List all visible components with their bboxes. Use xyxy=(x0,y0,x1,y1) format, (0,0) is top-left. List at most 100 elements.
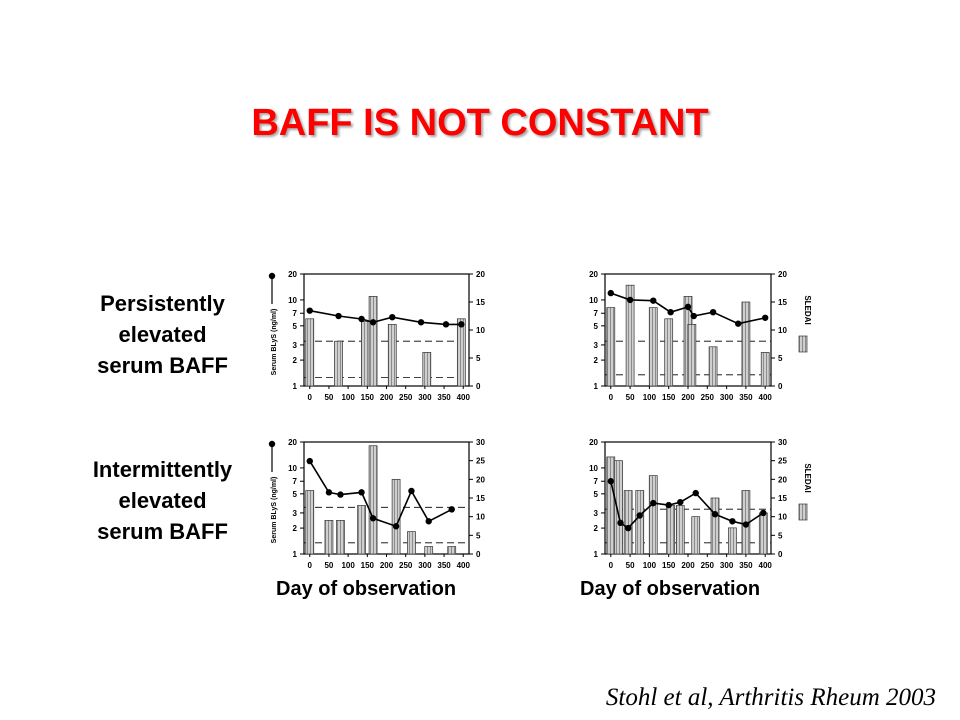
data-point xyxy=(709,308,717,316)
right-tick-label: 5 xyxy=(476,531,481,540)
left-tick-label: 20 xyxy=(589,270,598,279)
legend-dot xyxy=(268,440,276,448)
x-tick-label: 350 xyxy=(739,393,753,402)
chart-bar xyxy=(741,301,751,387)
left-tick-label: 3 xyxy=(594,341,599,350)
left-tick-label: 1 xyxy=(594,550,599,559)
plot-frame xyxy=(303,273,470,387)
chart-bar xyxy=(361,321,370,387)
right-tick-label: 5 xyxy=(778,531,783,540)
data-point xyxy=(369,319,377,326)
x-tick-label: 150 xyxy=(662,561,676,570)
right-tick-label: 30 xyxy=(476,438,485,447)
chart-bar xyxy=(391,478,401,555)
right-tick-label: 0 xyxy=(778,382,783,391)
left-tick-label: 2 xyxy=(594,524,599,533)
data-point xyxy=(442,321,450,328)
x-tick-label: 350 xyxy=(437,561,451,570)
x-tick-label: 100 xyxy=(341,393,355,402)
left-tick-label: 20 xyxy=(288,270,297,279)
data-point xyxy=(684,303,692,311)
data-point xyxy=(762,314,769,321)
x-tick-label: 50 xyxy=(626,561,635,570)
chart-bar xyxy=(687,324,697,387)
chart-bar xyxy=(387,324,397,387)
left-tick-label: 10 xyxy=(288,464,297,473)
chart-bar xyxy=(357,505,366,555)
x-tick-label: 50 xyxy=(324,393,333,402)
data-point xyxy=(408,487,415,495)
left-tick-label: 20 xyxy=(589,438,598,447)
left-tick-label: 2 xyxy=(293,524,298,533)
data-point xyxy=(417,319,425,326)
chart-bar xyxy=(324,520,334,555)
left-tick-label: 20 xyxy=(288,438,297,447)
chart-bar xyxy=(728,527,737,555)
data-point xyxy=(358,315,365,323)
x-tick-label: 350 xyxy=(437,393,451,402)
row-label-intermittent: Intermittently elevated serum BAFF xyxy=(70,454,255,547)
x-tick-label: 50 xyxy=(626,393,635,402)
x-tick-label: 150 xyxy=(361,561,375,570)
right-tick-label: 20 xyxy=(476,475,485,484)
left-tick-label: 2 xyxy=(293,356,298,365)
right-tick-label: 0 xyxy=(476,382,481,391)
x-tick-label: 100 xyxy=(643,393,657,402)
data-point xyxy=(734,320,742,327)
row-label-line: serum BAFF xyxy=(97,353,228,378)
data-point xyxy=(692,489,699,497)
left-tick-label: 5 xyxy=(594,490,599,499)
right-tick-label: 30 xyxy=(778,438,787,447)
data-point xyxy=(358,489,365,496)
data-point xyxy=(742,521,750,528)
x-tick-label: 300 xyxy=(418,561,432,570)
right-tick-label: 15 xyxy=(476,298,485,307)
left-tick-label: 1 xyxy=(293,550,298,559)
x-tick-label: 50 xyxy=(324,561,333,570)
data-point xyxy=(650,297,657,304)
right-tick-label: 15 xyxy=(476,494,485,503)
chart-bar xyxy=(708,346,718,387)
left-tick-label: 5 xyxy=(293,322,298,331)
x-tick-label: 200 xyxy=(380,561,394,570)
x-tick-label: 400 xyxy=(457,561,471,570)
data-point xyxy=(665,501,672,509)
left-tick-label: 10 xyxy=(589,464,598,473)
chart-bar xyxy=(305,318,315,387)
chart-bar xyxy=(648,307,658,387)
data-point xyxy=(636,512,643,519)
x-tick-label: 100 xyxy=(341,561,355,570)
data-point xyxy=(306,307,313,314)
data-point xyxy=(667,308,674,316)
x-tick-label: 0 xyxy=(609,561,614,570)
row-label-line: elevated xyxy=(118,322,207,347)
right-tick-label: 15 xyxy=(778,494,787,503)
chart-bar xyxy=(614,460,623,555)
right-tick-label: 10 xyxy=(476,513,485,522)
chart-bar xyxy=(407,531,416,555)
chart-bar xyxy=(635,490,645,555)
x-tick-label: 400 xyxy=(457,393,471,402)
row-label-line: elevated xyxy=(118,488,207,513)
x-tick-label: 200 xyxy=(681,561,695,570)
chart-bar xyxy=(648,475,658,555)
row-label-persistent: Persistently elevated serum BAFF xyxy=(70,288,255,381)
x-tick-label: 400 xyxy=(759,561,773,570)
left-tick-label: 5 xyxy=(293,490,298,499)
left-tick-label: 2 xyxy=(594,356,599,365)
right-tick-label: 15 xyxy=(778,298,787,307)
data-point xyxy=(389,313,396,321)
series-line xyxy=(610,481,764,530)
left-tick-label: 3 xyxy=(293,341,298,350)
data-point xyxy=(690,312,697,320)
chart-bar xyxy=(758,512,768,555)
left-tick-label: 5 xyxy=(594,322,599,331)
chart-bar xyxy=(305,490,315,555)
right-tick-label: 20 xyxy=(476,270,485,279)
left-tick-label: 10 xyxy=(589,296,598,305)
chart-bar xyxy=(368,296,378,387)
data-point xyxy=(335,312,342,320)
chart-bar xyxy=(666,505,675,555)
right-tick-label: 5 xyxy=(778,354,783,363)
